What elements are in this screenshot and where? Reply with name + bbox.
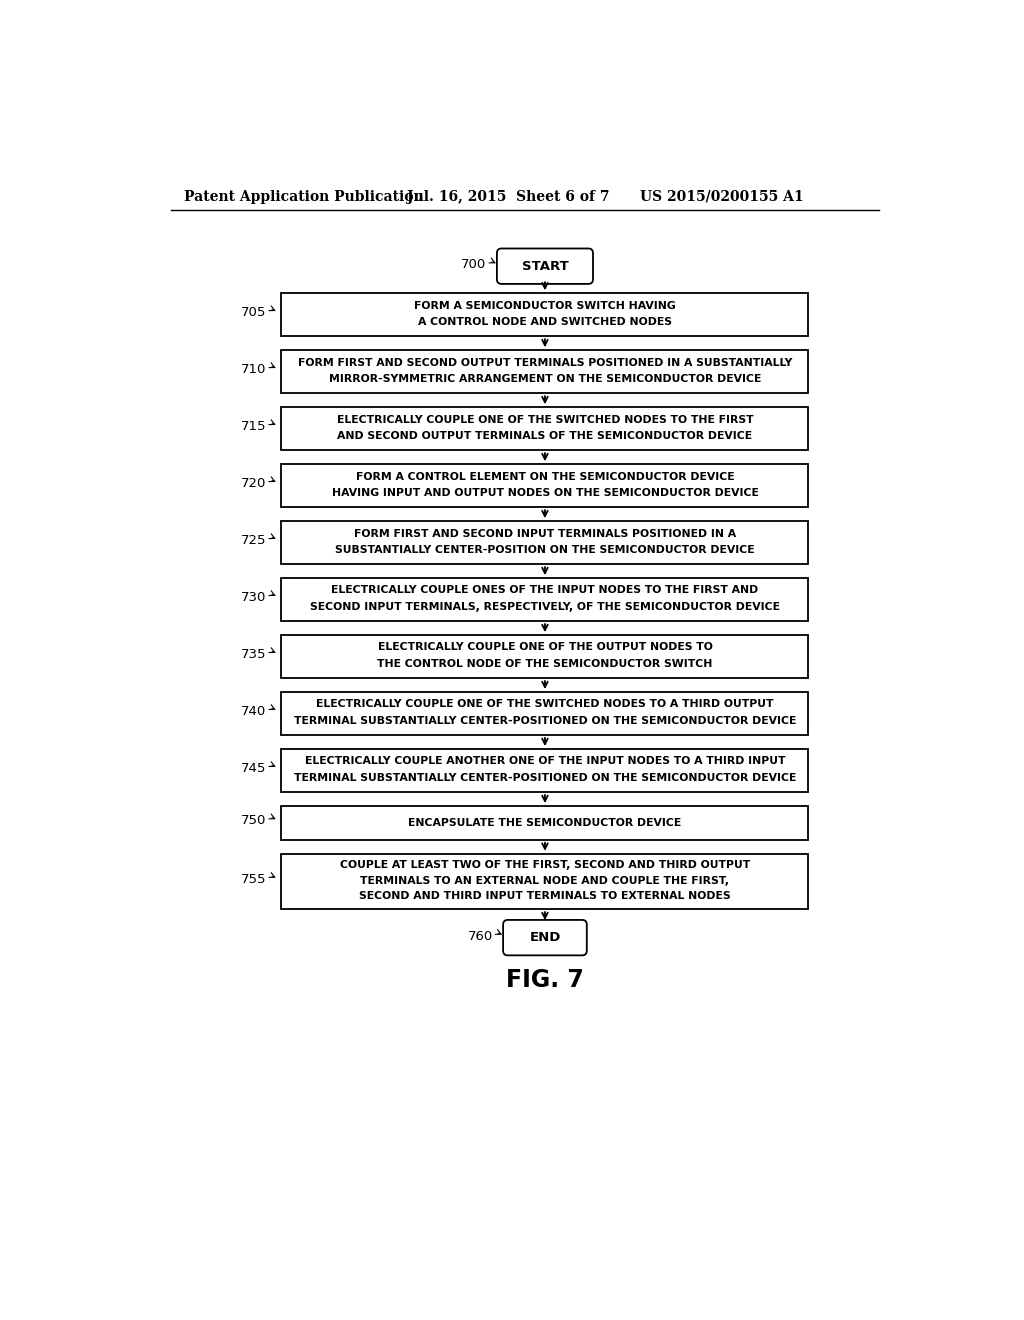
Text: Patent Application Publication: Patent Application Publication <box>183 190 424 203</box>
Text: 735: 735 <box>241 648 274 661</box>
Text: FORM FIRST AND SECOND INPUT TERMINALS POSITIONED IN A: FORM FIRST AND SECOND INPUT TERMINALS PO… <box>354 528 736 539</box>
Text: ELECTRICALLY COUPLE ONE OF THE OUTPUT NODES TO: ELECTRICALLY COUPLE ONE OF THE OUTPUT NO… <box>378 643 713 652</box>
Text: AND SECOND OUTPUT TERMINALS OF THE SEMICONDUCTOR DEVICE: AND SECOND OUTPUT TERMINALS OF THE SEMIC… <box>337 432 753 441</box>
Text: 700: 700 <box>461 259 495 271</box>
Text: A CONTROL NODE AND SWITCHED NODES: A CONTROL NODE AND SWITCHED NODES <box>418 317 672 327</box>
Text: END: END <box>529 931 560 944</box>
Text: SUBSTANTIALLY CENTER-POSITION ON THE SEMICONDUCTOR DEVICE: SUBSTANTIALLY CENTER-POSITION ON THE SEM… <box>335 545 755 556</box>
Bar <box>282 407 809 450</box>
FancyBboxPatch shape <box>503 920 587 956</box>
Text: 740: 740 <box>241 705 274 718</box>
Bar <box>282 748 809 792</box>
Text: 725: 725 <box>241 533 274 546</box>
Text: ELECTRICALLY COUPLE ONES OF THE INPUT NODES TO THE FIRST AND: ELECTRICALLY COUPLE ONES OF THE INPUT NO… <box>332 586 759 595</box>
Text: 715: 715 <box>241 420 274 433</box>
Text: TERMINAL SUBSTANTIALLY CENTER-POSITIONED ON THE SEMICONDUCTOR DEVICE: TERMINAL SUBSTANTIALLY CENTER-POSITIONED… <box>294 715 796 726</box>
Text: SECOND INPUT TERMINALS, RESPECTIVELY, OF THE SEMICONDUCTOR DEVICE: SECOND INPUT TERMINALS, RESPECTIVELY, OF… <box>310 602 780 612</box>
Text: START: START <box>521 260 568 273</box>
Text: FORM A SEMICONDUCTOR SWITCH HAVING: FORM A SEMICONDUCTOR SWITCH HAVING <box>414 301 676 310</box>
FancyBboxPatch shape <box>497 248 593 284</box>
Text: ENCAPSULATE THE SEMICONDUCTOR DEVICE: ENCAPSULATE THE SEMICONDUCTOR DEVICE <box>409 818 682 828</box>
Bar <box>282 293 809 337</box>
Text: FIG. 7: FIG. 7 <box>506 968 584 993</box>
Bar <box>282 465 809 507</box>
Text: FORM FIRST AND SECOND OUTPUT TERMINALS POSITIONED IN A SUBSTANTIALLY: FORM FIRST AND SECOND OUTPUT TERMINALS P… <box>298 358 793 367</box>
Text: 755: 755 <box>241 873 274 886</box>
Text: FORM A CONTROL ELEMENT ON THE SEMICONDUCTOR DEVICE: FORM A CONTROL ELEMENT ON THE SEMICONDUC… <box>355 471 734 482</box>
Text: MIRROR-SYMMETRIC ARRANGEMENT ON THE SEMICONDUCTOR DEVICE: MIRROR-SYMMETRIC ARRANGEMENT ON THE SEMI… <box>329 374 761 384</box>
Text: HAVING INPUT AND OUTPUT NODES ON THE SEMICONDUCTOR DEVICE: HAVING INPUT AND OUTPUT NODES ON THE SEM… <box>332 488 759 498</box>
Bar <box>282 807 809 840</box>
Text: SECOND AND THIRD INPUT TERMINALS TO EXTERNAL NODES: SECOND AND THIRD INPUT TERMINALS TO EXTE… <box>359 891 731 902</box>
Bar <box>282 854 809 909</box>
Bar <box>282 521 809 564</box>
Bar <box>282 578 809 622</box>
Text: TERMINAL SUBSTANTIALLY CENTER-POSITIONED ON THE SEMICONDUCTOR DEVICE: TERMINAL SUBSTANTIALLY CENTER-POSITIONED… <box>294 774 796 783</box>
Text: 745: 745 <box>241 762 274 775</box>
Text: 730: 730 <box>241 591 274 603</box>
Text: Jul. 16, 2015  Sheet 6 of 7: Jul. 16, 2015 Sheet 6 of 7 <box>407 190 609 203</box>
Text: 750: 750 <box>241 814 274 828</box>
Text: ELECTRICALLY COUPLE ANOTHER ONE OF THE INPUT NODES TO A THIRD INPUT: ELECTRICALLY COUPLE ANOTHER ONE OF THE I… <box>305 756 785 767</box>
Text: 720: 720 <box>241 477 274 490</box>
Bar <box>282 350 809 393</box>
Text: 710: 710 <box>241 363 274 376</box>
Text: US 2015/0200155 A1: US 2015/0200155 A1 <box>640 190 803 203</box>
Text: THE CONTROL NODE OF THE SEMICONDUCTOR SWITCH: THE CONTROL NODE OF THE SEMICONDUCTOR SW… <box>377 659 713 669</box>
Text: 760: 760 <box>467 929 501 942</box>
Bar <box>282 692 809 735</box>
Text: ELECTRICALLY COUPLE ONE OF THE SWITCHED NODES TO A THIRD OUTPUT: ELECTRICALLY COUPLE ONE OF THE SWITCHED … <box>316 700 774 709</box>
Text: TERMINALS TO AN EXTERNAL NODE AND COUPLE THE FIRST,: TERMINALS TO AN EXTERNAL NODE AND COUPLE… <box>360 875 729 886</box>
Text: COUPLE AT LEAST TWO OF THE FIRST, SECOND AND THIRD OUTPUT: COUPLE AT LEAST TWO OF THE FIRST, SECOND… <box>340 861 750 870</box>
Text: ELECTRICALLY COUPLE ONE OF THE SWITCHED NODES TO THE FIRST: ELECTRICALLY COUPLE ONE OF THE SWITCHED … <box>337 414 754 425</box>
Bar <box>282 635 809 678</box>
Text: 705: 705 <box>241 306 274 319</box>
